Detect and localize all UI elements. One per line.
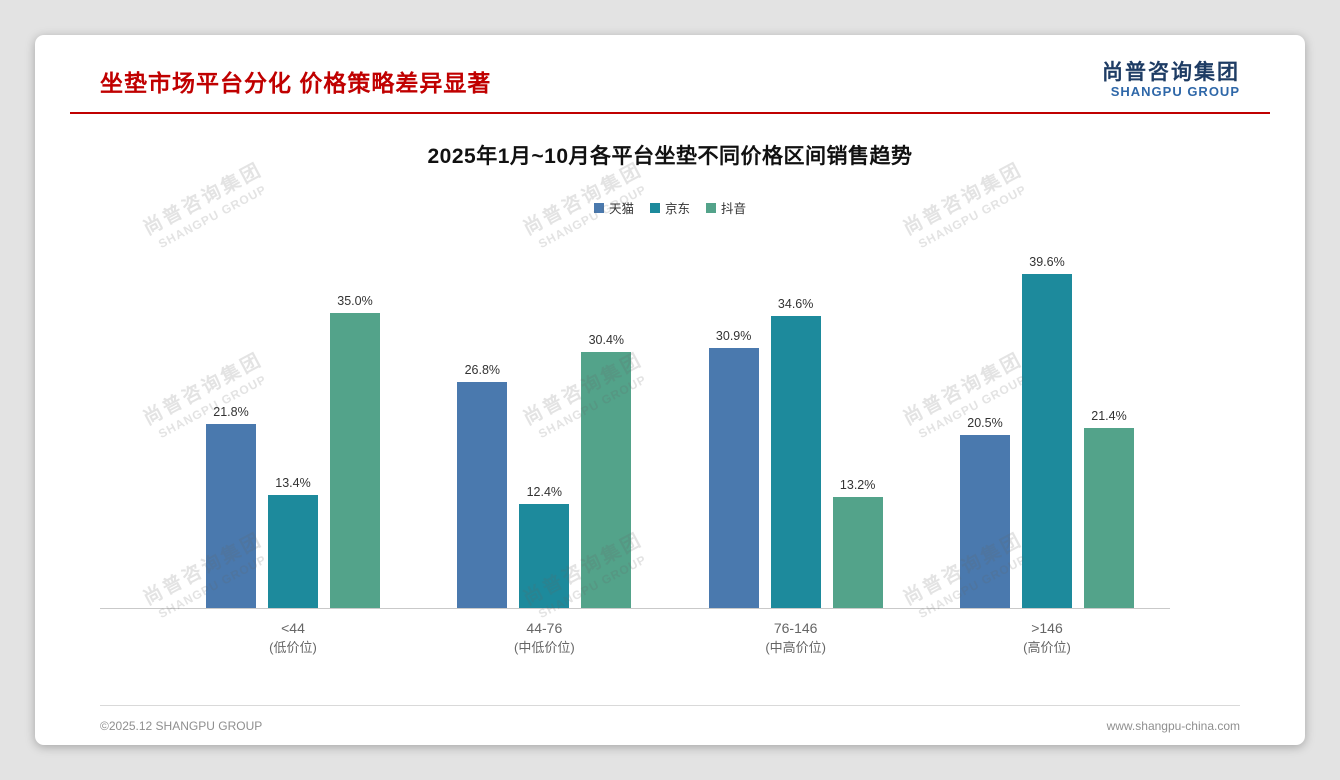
bar-value-label: 30.9% (715, 328, 752, 343)
legend-item: 天猫 (593, 198, 634, 217)
bar-chart: 21.8% 13.4% 35.0% 26.8% 12.4% 30.4% 30.9% 34.6%… (35, 255, 1305, 610)
bar-value-label: 12.4% (526, 484, 563, 499)
company-logo: 尚普咨询集团 SHANGPU GROUP (1102, 61, 1240, 104)
bar-value-label: 26.8% (464, 363, 501, 378)
chart-title: 2025年1月~10月各平台坐垫不同价格区间销售趋势 (427, 145, 913, 169)
footer-copyright: ©2025.12 SHANGPU GROUP (100, 718, 263, 733)
slide-card: 坐垫市场平台分化 价格策略差异显著 尚普咨询集团 SHANGPU GROUP 2… (35, 35, 1305, 745)
legend-label: 京东 (664, 202, 690, 217)
x-axis-label: <44 (低价位) (269, 620, 317, 655)
bar-天猫: 30.9% (708, 329, 759, 609)
slide-header: 坐垫市场平台分化 价格策略差异显著 尚普咨询集团 SHANGPU GROUP (70, 35, 1270, 115)
x-axis-line (100, 608, 1170, 610)
bar-value-label: 34.6% (777, 297, 814, 312)
legend-swatch (706, 202, 716, 213)
x-axis-labels: <44 (低价位) 44-76 (中低价位) 76-146 (中高价位) >146 (高价位) (206, 619, 1134, 657)
bar-value-label: 30.4% (588, 332, 625, 347)
bar-group: 20.5% 39.6% 21.4% (959, 255, 1134, 609)
logo-chinese-text: 尚普咨询集团 (1102, 61, 1240, 84)
x-axis-label: 44-76 (中低价位) (513, 620, 575, 655)
legend-item: 抖音 (706, 198, 746, 217)
footer-website: www.shangpu-china.com (1106, 718, 1240, 733)
bar-group: 21.8% 13.4% 35.0% (206, 294, 380, 609)
legend-swatch (649, 202, 660, 213)
bar-天猫: 20.5% (959, 416, 1010, 609)
bar-value-label: 13.4% (275, 476, 311, 491)
bar-抖音: 21.4% (1083, 409, 1134, 609)
bar-groups: 21.8% 13.4% 35.0% 26.8% 12.4% 30.4% 30.9% 34.6%… (206, 255, 1134, 609)
bar-group: 26.8% 12.4% 30.4% (457, 333, 632, 609)
legend-swatch (593, 202, 604, 213)
legend-item: 京东 (649, 198, 690, 217)
bar-group: 30.9% 34.6% 13.2% (708, 297, 883, 609)
x-axis-label: 76-146 (中高价位) (765, 620, 826, 655)
page-title: 坐垫市场平台分化 价格策略差异显著 (100, 70, 492, 97)
bar-天猫: 21.8% (206, 405, 256, 609)
bar-value-label: 39.6% (1029, 255, 1065, 270)
logo-english-text: SHANGPU GROUP (1110, 84, 1240, 100)
slide-footer: ©2025.12 SHANGPU GROUP www.shangpu-china… (100, 705, 1240, 745)
legend-label: 抖音 (721, 202, 747, 217)
bar-抖音: 35.0% (330, 294, 380, 609)
bar-京东: 13.4% (268, 476, 318, 609)
bar-value-label: 13.2% (839, 477, 876, 492)
x-axis-label: >146 (高价位) (1023, 620, 1071, 655)
bar-京东: 34.6% (770, 297, 821, 609)
bar-value-label: 21.8% (213, 405, 249, 420)
legend-label: 天猫 (608, 202, 634, 217)
bar-抖音: 30.4% (581, 333, 632, 609)
bar-抖音: 13.2% (832, 478, 883, 609)
chart-legend: 天猫 京东 抖音 (35, 198, 1305, 217)
bar-天猫: 26.8% (457, 363, 508, 609)
bar-value-label: 21.4% (1091, 408, 1127, 423)
bar-京东: 39.6% (1021, 255, 1072, 609)
bar-京东: 12.4% (519, 485, 570, 609)
bar-value-label: 35.0% (337, 293, 373, 308)
bar-value-label: 20.5% (967, 416, 1003, 431)
